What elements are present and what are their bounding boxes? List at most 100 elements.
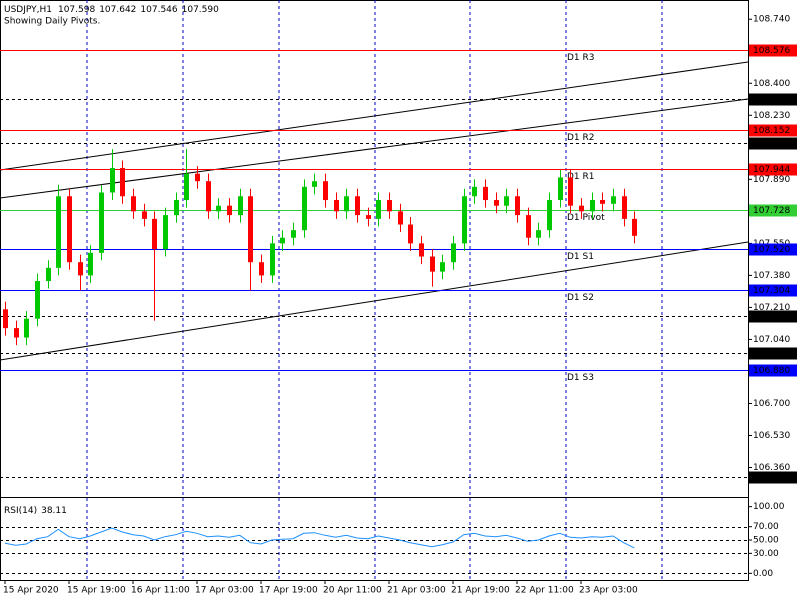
candle-body — [355, 196, 360, 216]
level-label: 107.304 — [753, 286, 790, 296]
level-name: D1 R1 — [567, 172, 595, 182]
level-label: 108.081 — [753, 139, 790, 149]
candle-body — [142, 211, 147, 219]
rsi-tick-label: 50.00 — [753, 536, 779, 546]
candle-body — [206, 181, 211, 212]
x-tick-label: 21 Apr 19:00 — [451, 586, 510, 596]
level-box — [749, 471, 797, 484]
level-box — [749, 163, 797, 176]
y-tick-label: 107.890 — [753, 175, 790, 185]
trend-line — [0, 241, 749, 361]
x-tick-label: 23 Apr 03:00 — [579, 586, 638, 596]
candle-body — [547, 200, 552, 231]
candle-body — [312, 181, 317, 187]
y-tick-label: 106.360 — [753, 463, 790, 473]
ohlc: 107.642 — [99, 5, 136, 15]
candle-body — [3, 309, 8, 329]
level-label: 107.944 — [753, 165, 790, 175]
candle-body — [291, 230, 296, 238]
x-tick-label: 15 Apr 2020 — [3, 586, 59, 596]
level-label: 108.576 — [753, 46, 790, 56]
level-name: D1 R2 — [567, 133, 595, 143]
y-tick-label: 107.380 — [753, 271, 790, 281]
candle-body — [558, 177, 563, 201]
candle-body — [611, 196, 616, 204]
level-box — [749, 93, 797, 106]
candle-body — [323, 181, 328, 201]
level-label: 108.315 — [753, 95, 790, 105]
y-tick-label: 107.210 — [753, 303, 790, 313]
candle-body — [152, 218, 157, 250]
level-box — [749, 364, 797, 377]
candle-body — [387, 200, 392, 212]
x-tick-label: 15 Apr 19:00 — [67, 586, 126, 596]
level-box — [749, 137, 797, 150]
candle-body — [472, 186, 477, 197]
level-name: D1 R3 — [567, 53, 595, 63]
candle-body — [99, 192, 104, 253]
level-box — [749, 347, 797, 360]
level-box — [749, 204, 797, 217]
rsi-tick-label: 30.00 — [753, 549, 779, 559]
candle-body — [536, 230, 541, 238]
candle-body — [344, 196, 349, 212]
level-box — [749, 284, 797, 297]
level-label: 107.728 — [753, 206, 790, 216]
candle-body — [366, 215, 371, 219]
level-label: 106.969 — [753, 349, 790, 359]
candle-body — [131, 196, 136, 212]
candle-body — [78, 262, 83, 276]
candle-body — [110, 168, 115, 193]
candle-body — [622, 196, 627, 219]
candle-body — [216, 205, 221, 212]
level-label: 107.520 — [753, 245, 790, 255]
level-name: D1 S3 — [567, 373, 594, 383]
candles — [3, 149, 637, 346]
x-tick-label: 22 Apr 11:00 — [515, 586, 574, 596]
candle-body — [632, 218, 637, 236]
ohlc: 107.546 — [140, 5, 177, 15]
candle-body — [56, 196, 61, 268]
candle-body — [376, 200, 381, 219]
rsi-title: RSI(14) 38.11 — [4, 506, 67, 516]
rsi-label: RSI(14) — [4, 506, 37, 516]
candle-body — [600, 200, 605, 204]
level-label: 108.152 — [753, 126, 790, 136]
ohlc: 107.590 — [182, 5, 219, 15]
candle-body — [398, 211, 403, 225]
rsi-tick-label: 70.00 — [753, 522, 779, 532]
candle-body — [579, 205, 584, 212]
ohlc: 107.598 — [58, 5, 95, 15]
y-tick-label: 108.230 — [753, 111, 790, 121]
x-tick-label: 17 Apr 19:00 — [259, 586, 318, 596]
x-tick-label: 17 Apr 03:00 — [195, 586, 254, 596]
candle-body — [334, 200, 339, 212]
candle-body — [419, 243, 424, 257]
candle-body — [195, 173, 200, 182]
chart-title: USDJPY,H1 107.598 107.642 107.546 107.590 — [4, 5, 219, 15]
x-tick-label: 21 Apr 03:00 — [387, 586, 446, 596]
y-tick-label: 106.700 — [753, 399, 790, 409]
candle-body — [515, 196, 520, 216]
level-name: D1 Pivot — [567, 213, 605, 223]
candle-body — [568, 177, 573, 206]
level-box — [749, 243, 797, 256]
x-tick-label: 16 Apr 11:00 — [131, 586, 190, 596]
candle-body — [120, 168, 125, 197]
candle-body — [280, 237, 285, 244]
price-axis: 108.740108.400108.230107.890107.550107.3… — [748, 15, 797, 579]
rsi-line — [4, 527, 635, 549]
level-name: D1 S2 — [567, 293, 594, 303]
candle-body — [270, 243, 275, 276]
rsi-tick-label: 100.00 — [753, 502, 785, 512]
candle-body — [504, 196, 509, 206]
level-box — [749, 124, 797, 137]
y-tick-label: 108.400 — [753, 79, 790, 89]
subtitle: Showing Daily Pivots. — [4, 17, 100, 27]
candle-body — [184, 173, 189, 201]
y-tick-label: 106.530 — [753, 431, 790, 441]
level-name: D1 S1 — [567, 252, 594, 262]
rsi-panel — [0, 527, 748, 574]
candle-body — [227, 205, 232, 216]
